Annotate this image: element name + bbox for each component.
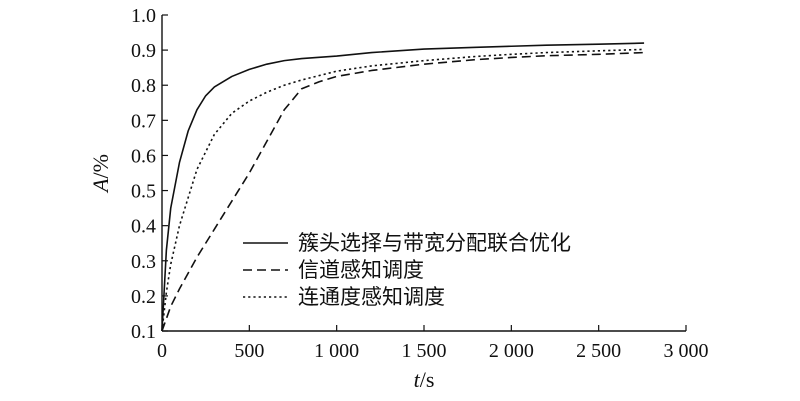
series-line-solid bbox=[161, 42, 645, 332]
x-tick-label: 1 000 bbox=[314, 340, 359, 362]
x-axis-variable: t bbox=[414, 367, 421, 392]
y-axis-title: A/% bbox=[88, 154, 113, 194]
legend-label: 信道感知调度 bbox=[298, 258, 424, 282]
series-line-dotted bbox=[161, 48, 645, 332]
y-tick-label: 0.8 bbox=[131, 75, 156, 97]
x-tick-label: 0 bbox=[157, 340, 167, 362]
x-axis: 0 500 1 000 1 500 2 000 2 500 3 000 bbox=[157, 325, 709, 362]
legend-label: 簇头选择与带宽分配联合优化 bbox=[298, 231, 571, 255]
y-tick-label: 0.3 bbox=[131, 251, 156, 273]
y-axis-unit: /% bbox=[88, 154, 113, 178]
series-layer bbox=[161, 42, 645, 332]
y-tick-label: 0.1 bbox=[131, 321, 156, 343]
x-tick-label: 500 bbox=[234, 340, 264, 362]
legend-label: 连通度感知调度 bbox=[298, 285, 445, 309]
y-tick-label: 0.4 bbox=[131, 216, 156, 238]
x-axis-title: t/s bbox=[414, 367, 435, 392]
plot-frame bbox=[161, 15, 686, 332]
y-tick-label: 0.9 bbox=[131, 40, 156, 62]
y-tick-label: 0.7 bbox=[131, 110, 156, 132]
y-axis-variable: A bbox=[88, 178, 113, 194]
series-line-dashed bbox=[161, 51, 645, 332]
y-tick-label: 1.0 bbox=[131, 5, 156, 27]
x-tick-label: 3 000 bbox=[664, 340, 709, 362]
x-tick-label: 1 500 bbox=[402, 340, 447, 362]
x-axis-unit: /s bbox=[420, 367, 435, 392]
x-tick-label: 2 000 bbox=[489, 340, 534, 362]
y-tick-label: 0.6 bbox=[131, 145, 156, 167]
x-tick-label: 2 500 bbox=[576, 340, 621, 362]
y-axis: 0.1 0.2 0.3 0.4 0.5 0.6 0.7 0.8 0.9 1.0 bbox=[131, 5, 168, 343]
y-tick-label: 0.5 bbox=[131, 181, 156, 203]
y-tick-label: 0.2 bbox=[131, 286, 156, 308]
